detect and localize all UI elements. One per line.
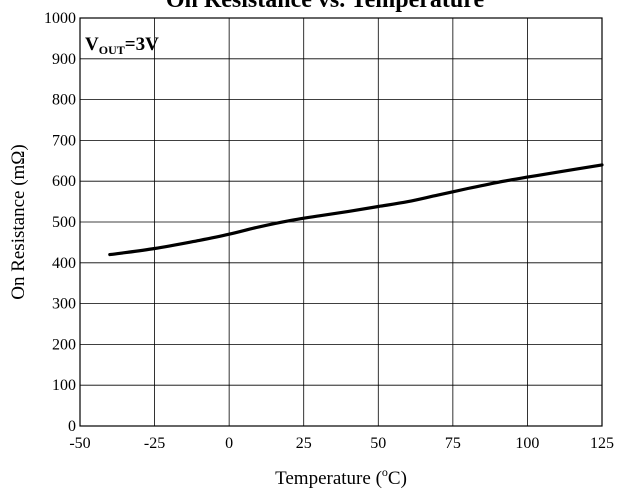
y-tick-label: 1000 xyxy=(44,10,76,27)
y-tick-label: 600 xyxy=(52,173,76,190)
vout-annotation: VOUT=3V xyxy=(85,34,159,57)
x-tick-label: -50 xyxy=(69,435,90,452)
grid xyxy=(79,17,603,427)
x-tick-label: 50 xyxy=(370,435,386,452)
y-tick-label: 500 xyxy=(52,214,76,231)
x-axis-label-suffix: C) xyxy=(388,468,407,489)
x-tick-label: 100 xyxy=(515,435,539,452)
y-tick-label: 800 xyxy=(52,92,76,109)
x-tick-label: 25 xyxy=(296,435,312,452)
x-axis-label-sup: o xyxy=(382,465,388,479)
x-tick-label: -25 xyxy=(144,435,165,452)
x-axis-label-prefix: Temperature ( xyxy=(275,468,382,489)
y-tick-labels: 0 100 200 300 400 500 600 700 800 900 1000 xyxy=(44,10,76,435)
annotation-sub: OUT xyxy=(99,43,125,57)
series-line xyxy=(108,163,604,257)
chart-title: On Resistance vs. Temperature xyxy=(166,0,485,13)
x-axis-label: Temperature (oC) xyxy=(275,465,407,489)
y-tick-label: 700 xyxy=(52,132,76,149)
plot-frame xyxy=(79,17,603,427)
y-tick-label: 400 xyxy=(52,255,76,272)
x-tick-labels: -50 -25 0 25 50 75 100 125 xyxy=(69,435,614,452)
y-axis-label: On Resistance (mΩ) xyxy=(8,144,29,300)
y-tick-label: 300 xyxy=(52,296,76,313)
y-tick-label: 100 xyxy=(52,377,76,394)
y-tick-label: 200 xyxy=(52,336,76,353)
x-tick-label: 75 xyxy=(445,435,461,452)
x-tick-label: 125 xyxy=(590,435,614,452)
x-tick-label: 0 xyxy=(225,435,233,452)
annotation-rest: =3V xyxy=(125,34,159,55)
y-tick-label: 900 xyxy=(52,51,76,68)
y-tick-label: 0 xyxy=(68,418,76,435)
annotation-main: V xyxy=(85,34,99,55)
